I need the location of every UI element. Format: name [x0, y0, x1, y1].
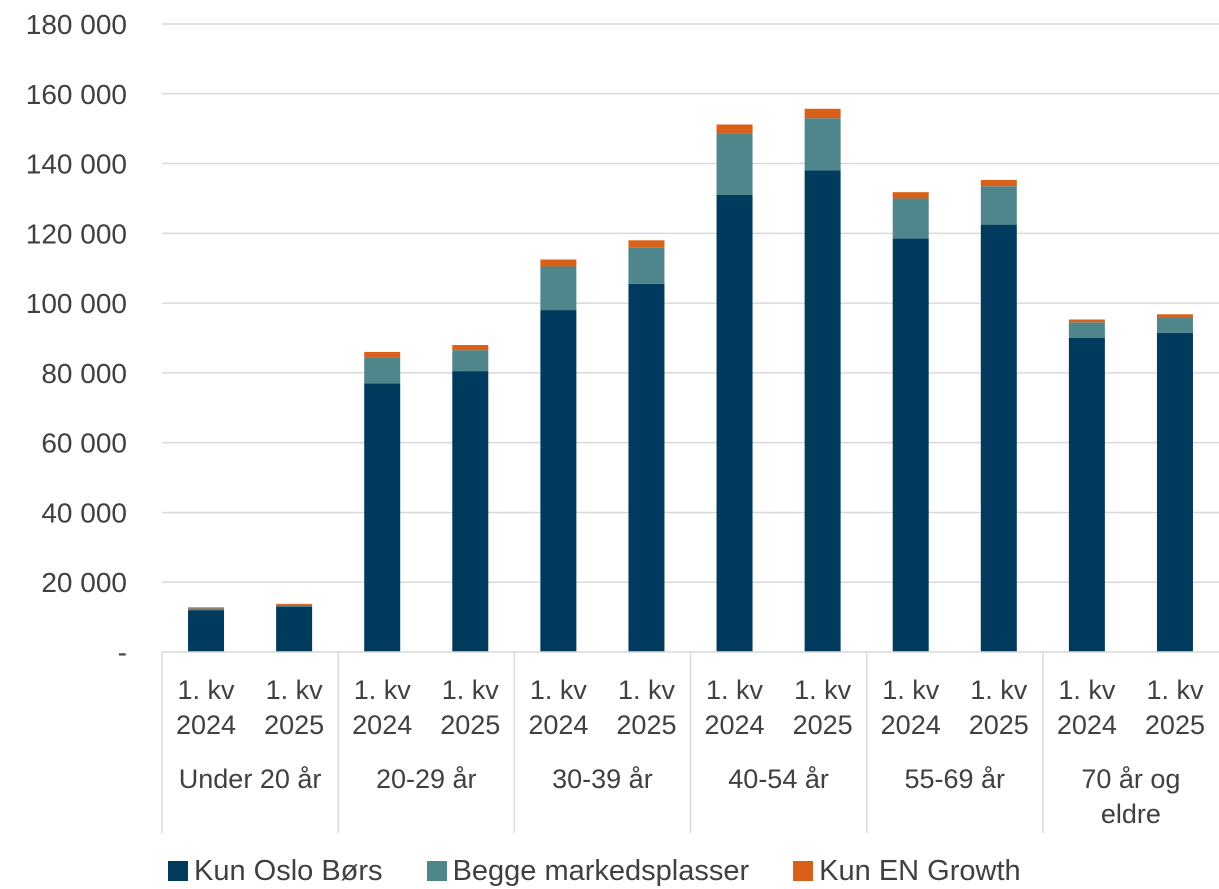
y-tick-label: 60 000	[41, 428, 127, 459]
bar-segment-kun-oslo-b-rs	[1156, 332, 1193, 652]
bar-segment-kun-oslo-b-rs	[540, 310, 577, 652]
bar-segment-kun-oslo-b-rs	[804, 170, 841, 653]
x-tick-label: 1. kv	[706, 675, 764, 705]
x-tick-label: 1. kv	[794, 675, 852, 705]
y-tick-label: 100 000	[26, 288, 127, 319]
y-tick-label: 80 000	[41, 358, 127, 389]
legend-swatch-kun-en-growth	[793, 861, 814, 881]
x-axis-tick-labels: 1. kv 2024 1. kv 2025 1. kv 2024 1. kv 2025 1. k…	[176, 675, 1205, 829]
group-label: eldre	[1101, 799, 1161, 829]
bar-segment-kun-en-growth	[188, 607, 225, 609]
x-tick-label: 2024	[176, 710, 236, 740]
bar-segment-kun-en-growth	[1156, 314, 1193, 318]
x-tick-label: 1. kv	[1058, 675, 1116, 705]
x-tick-label: 2024	[528, 710, 588, 740]
x-tick-label: 1. kv	[442, 675, 500, 705]
x-tick-label: 2025	[264, 710, 324, 740]
stacked-bar-chart: - 20 000 40 000 60 000 80 000 100 000 120 000 1…	[26, 9, 1219, 833]
x-tick-label: 1. kv	[354, 675, 412, 705]
bar-segment-begge-markedsplasser	[980, 186, 1017, 225]
x-tick-label: 2024	[1057, 710, 1117, 740]
x-tick-label: 2025	[440, 710, 500, 740]
bar-segment-begge-markedsplasser	[188, 608, 225, 611]
x-tick-label: 2024	[881, 710, 941, 740]
bar-segment-begge-markedsplasser	[1068, 322, 1105, 338]
bar-segment-kun-en-growth	[628, 240, 665, 248]
gridlines	[162, 23, 1219, 583]
bar-segment-kun-en-growth	[1068, 319, 1105, 323]
bar-segment-begge-markedsplasser	[804, 118, 841, 171]
y-tick-label: 180 000	[26, 9, 127, 40]
bar-segment-kun-en-growth	[716, 124, 753, 134]
y-tick-label: 160 000	[26, 79, 127, 110]
bar-segment-begge-markedsplasser	[716, 133, 753, 195]
x-axis	[161, 651, 1219, 833]
x-tick-label: 2025	[793, 710, 853, 740]
legend-swatch-begge-markedsplasser	[426, 861, 447, 881]
legend-item-begge-markedsplasser: Begge markedsplasser	[426, 854, 750, 888]
bars	[188, 108, 1193, 653]
y-tick-label: -	[118, 637, 127, 668]
bar-segment-kun-oslo-b-rs	[980, 224, 1017, 652]
bar-segment-begge-markedsplasser	[1156, 317, 1193, 333]
legend-label: Kun EN Growth	[819, 854, 1021, 887]
bar-segment-kun-en-growth	[540, 259, 577, 267]
y-tick-label: 40 000	[41, 497, 127, 528]
legend-label: Kun Oslo Børs	[194, 854, 383, 887]
x-tick-label: 1. kv	[1146, 675, 1204, 705]
bar-segment-begge-markedsplasser	[628, 247, 665, 284]
bar-segment-kun-en-growth	[980, 179, 1017, 187]
bar-segment-kun-oslo-b-rs	[716, 194, 753, 652]
x-tick-label: 1. kv	[266, 675, 324, 705]
x-tick-label: 2025	[1145, 710, 1205, 740]
group-label: 40-54 år	[728, 764, 829, 794]
y-tick-label: 140 000	[26, 149, 127, 180]
x-tick-label: 2025	[969, 710, 1029, 740]
y-tick-label: 20 000	[41, 567, 127, 598]
legend-item-kun-oslo-bors: Kun Oslo Børs	[168, 855, 383, 888]
legend-label: Begge markedsplasser	[452, 854, 750, 887]
bar-segment-kun-en-growth	[804, 108, 841, 119]
y-axis-tick-labels: - 20 000 40 000 60 000 80 000 100 000 120 000 1…	[26, 9, 127, 668]
bar-segment-kun-oslo-b-rs	[628, 283, 665, 652]
group-label: 30-39 år	[552, 764, 653, 794]
bar-segment-kun-en-growth	[364, 351, 401, 358]
x-tick-label: 2025	[616, 710, 676, 740]
bar-segment-kun-oslo-b-rs	[188, 610, 225, 652]
x-tick-label: 2024	[705, 710, 765, 740]
bar-segment-kun-oslo-b-rs	[364, 383, 401, 652]
y-tick-label: 120 000	[26, 218, 127, 249]
legend-swatch-kun-oslo-bors	[168, 861, 188, 881]
bar-segment-begge-markedsplasser	[276, 604, 313, 607]
bar-segment-begge-markedsplasser	[892, 198, 929, 239]
x-tick-label: 2024	[352, 710, 412, 740]
legend: Kun Oslo Børs Begge markedsplasser Kun E…	[168, 853, 1065, 889]
group-label: 70 år og	[1081, 764, 1180, 794]
bar-segment-kun-en-growth	[892, 192, 929, 199]
group-label: 20-29 år	[376, 764, 477, 794]
x-tick-label: 1. kv	[618, 675, 676, 705]
bar-segment-kun-oslo-b-rs	[1068, 338, 1105, 652]
x-tick-label: 1. kv	[178, 675, 236, 705]
group-label: Under 20 år	[179, 764, 322, 794]
bar-segment-begge-markedsplasser	[452, 350, 489, 372]
x-tick-label: 1. kv	[530, 675, 588, 705]
bar-segment-kun-oslo-b-rs	[892, 238, 929, 653]
bar-segment-kun-en-growth	[452, 344, 489, 351]
bar-segment-kun-en-growth	[276, 603, 313, 605]
legend-item-kun-en-growth: Kun EN Growth	[793, 854, 1021, 888]
group-label: 55-69 år	[904, 764, 1005, 794]
bar-segment-kun-oslo-b-rs	[452, 371, 489, 652]
bar-segment-kun-oslo-b-rs	[276, 606, 313, 652]
x-tick-label: 1. kv	[970, 675, 1028, 705]
bar-segment-begge-markedsplasser	[364, 357, 401, 384]
x-tick-label: 1. kv	[882, 675, 940, 705]
bar-segment-begge-markedsplasser	[540, 266, 577, 311]
